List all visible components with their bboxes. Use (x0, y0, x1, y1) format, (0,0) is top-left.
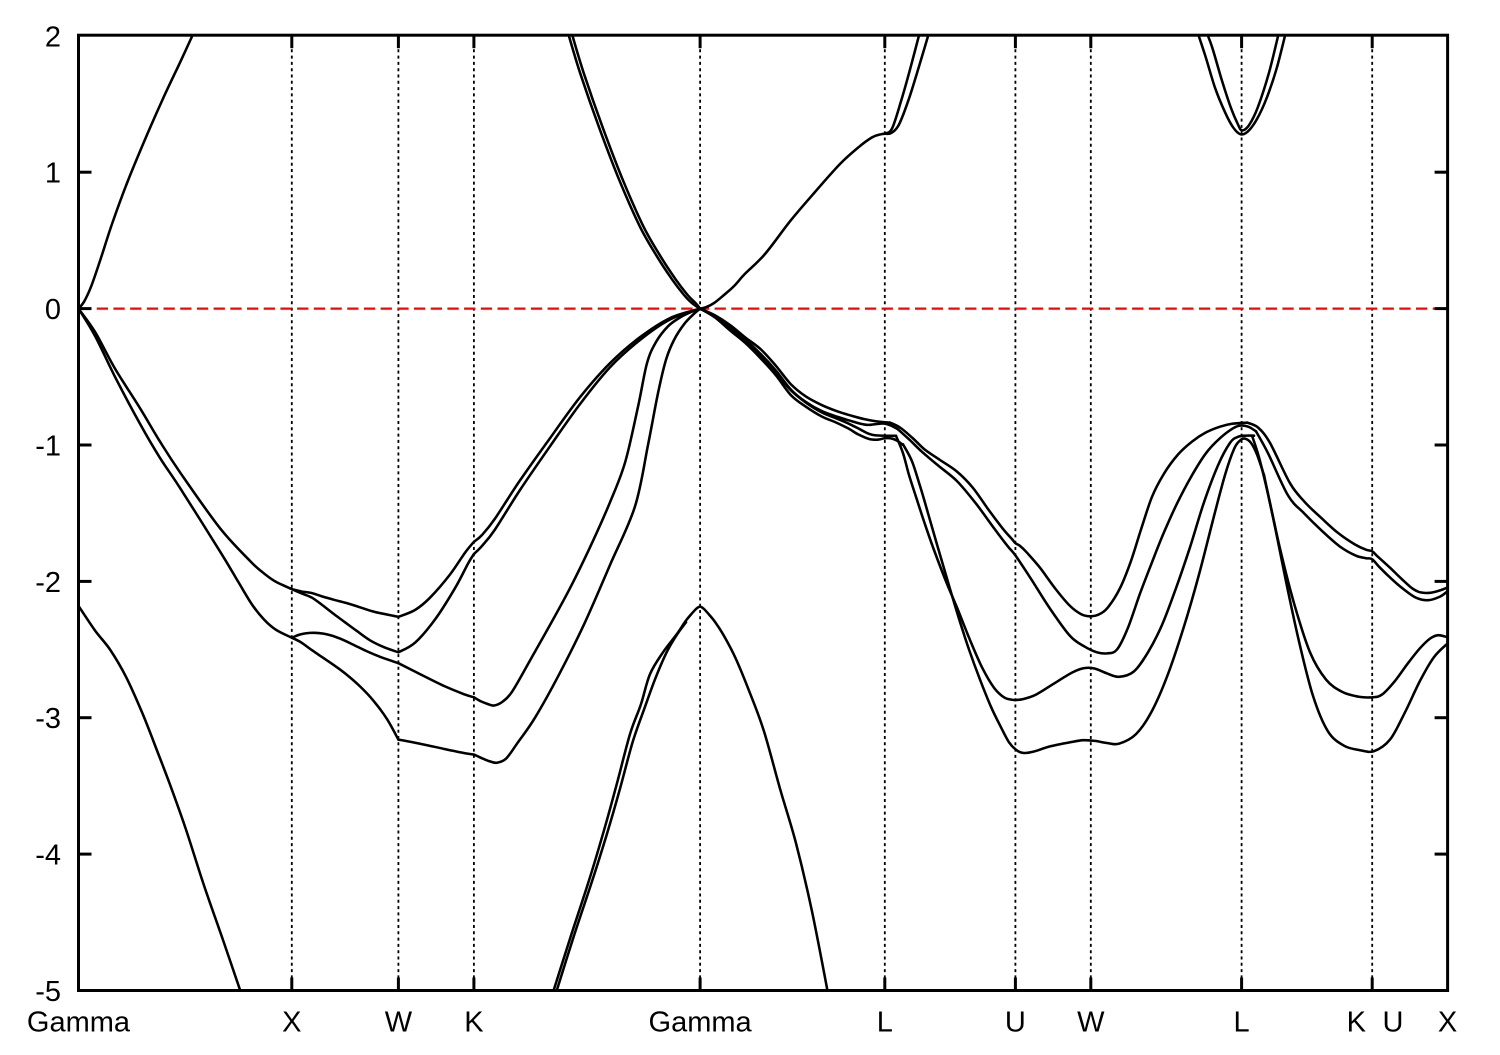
svg-text:Gamma: Gamma (649, 1007, 753, 1039)
svg-text:1: 1 (45, 158, 61, 190)
svg-text:L: L (1234, 1007, 1250, 1039)
svg-text:W: W (1077, 1007, 1105, 1039)
svg-text:U: U (1383, 1007, 1404, 1039)
svg-text:-2: -2 (35, 567, 61, 599)
svg-text:X: X (1438, 1007, 1457, 1039)
svg-text:W: W (385, 1007, 413, 1039)
svg-text:Gamma: Gamma (27, 1007, 131, 1039)
svg-text:K: K (464, 1007, 484, 1039)
svg-text:0: 0 (45, 294, 61, 326)
svg-text:U: U (1005, 1007, 1026, 1039)
svg-text:-1: -1 (35, 431, 61, 463)
svg-text:L: L (877, 1007, 893, 1039)
svg-text:X: X (282, 1007, 301, 1039)
svg-text:K: K (1347, 1007, 1367, 1039)
svg-text:-5: -5 (35, 976, 61, 1008)
svg-text:-4: -4 (35, 840, 61, 872)
svg-text:-3: -3 (35, 703, 61, 735)
svg-text:2: 2 (45, 21, 61, 53)
